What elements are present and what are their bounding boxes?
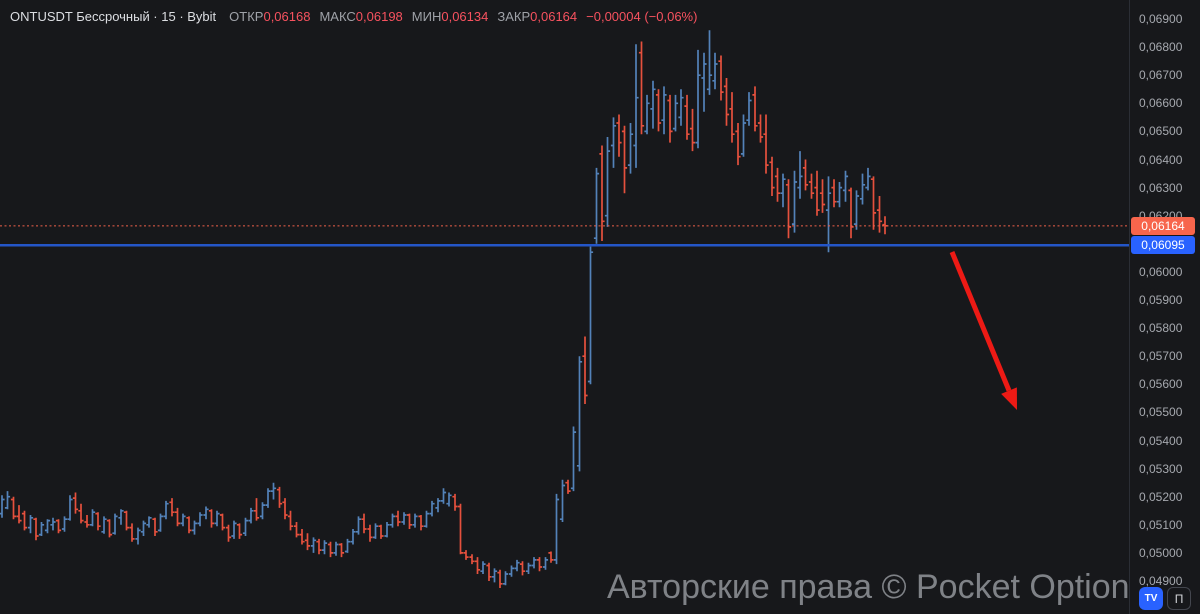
open-value: 0,06168 [263, 9, 311, 24]
price-axis-tick: 0,06600 [1139, 96, 1183, 111]
price-axis-tick: 0,06000 [1139, 264, 1183, 279]
trend-arrow-head[interactable] [1001, 387, 1017, 410]
price-axis-tick: 0,05900 [1139, 293, 1183, 307]
low-value: 0,06134 [441, 9, 489, 24]
price-chart-canvas[interactable] [0, 0, 1129, 614]
level-price-label: 0,06095 [1131, 236, 1195, 255]
tradingview-logo-button[interactable]: TV [1139, 587, 1163, 610]
price-axis-tick: 0,05600 [1139, 377, 1183, 392]
price-axis-tick: 0,05500 [1139, 405, 1183, 420]
down-bars [10, 41, 888, 588]
price-axis-tick: 0,04900 [1139, 574, 1183, 588]
maximize-pane-icon: П [1174, 591, 1184, 606]
price-axis-tick: 0,05100 [1139, 517, 1183, 532]
maximize-pane-button[interactable]: П [1167, 587, 1191, 610]
price-axis-tick: 0,05000 [1139, 545, 1183, 560]
tradingview-logo-icon: TV [1144, 593, 1158, 604]
ohlc-high: МАКС 0,06198 [319, 9, 402, 24]
close-value: 0,06164 [530, 9, 578, 24]
close-label: ЗАКР [497, 9, 531, 24]
current-price-label: 0,06164 [1131, 216, 1195, 235]
price-axis-tick: 0,06700 [1139, 68, 1183, 83]
corner-buttons: TV П [1139, 587, 1191, 610]
price-axis-tick: 0,06800 [1139, 40, 1183, 55]
price-axis-tick: 0,05700 [1139, 349, 1183, 364]
open-label: ОТКР [229, 9, 264, 24]
change-value: −0,00004 (−0,06%) [586, 9, 698, 24]
high-value: 0,06198 [355, 9, 403, 24]
trend-arrow-shaft[interactable] [949, 251, 1012, 392]
ohlc-close: ЗАКР 0,06164 [497, 9, 577, 24]
price-axis-tick: 0,05400 [1139, 433, 1183, 448]
price-axis-tick: 0,06900 [1139, 12, 1183, 26]
price-axis-tick: 0,05800 [1139, 321, 1183, 336]
symbol-header: ONTUSDT Бессрочный · 15 · Bybit ОТКР 0,06… [10, 9, 697, 24]
price-axis-tick: 0,06500 [1139, 124, 1183, 139]
price-axis-tick: 0,06400 [1139, 152, 1183, 167]
high-label: МАКС [319, 9, 356, 24]
price-axis-tick: 0,06300 [1139, 180, 1183, 195]
ohlc-open: ОТКР 0,06168 [229, 9, 310, 24]
up-bars [0, 30, 871, 586]
price-axis[interactable]: 0,06900 0,06800 0,06700 0,06600 0,06500 0,064… [1129, 0, 1200, 614]
price-axis-tick: 0,05300 [1139, 461, 1183, 476]
price-axis-tick: 0,05200 [1139, 489, 1183, 504]
low-label: МИН [411, 9, 442, 24]
ohlc-low: МИН 0,06134 [412, 9, 489, 24]
symbol-title[interactable]: ONTUSDT Бессрочный · 15 · Bybit [10, 9, 217, 24]
